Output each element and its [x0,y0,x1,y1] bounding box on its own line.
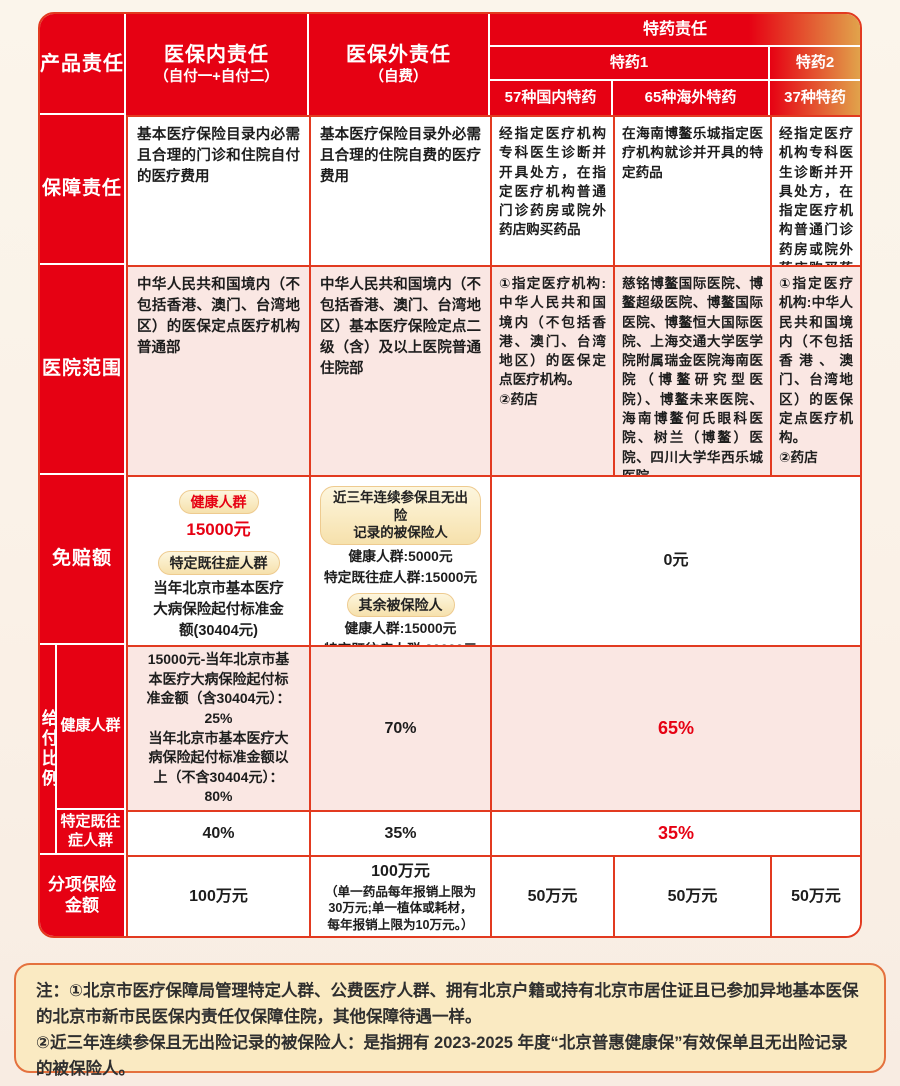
hospital-drug1a-cell: ①指定医疗机构:中华人民共和国境内（不包括香港、澳门、台湾地区）的医保定点医疗机… [490,265,613,475]
header-57-domestic-drugs-label: 57种国内特药 [504,89,597,106]
header-37-drugs: 37种特药 [770,81,860,115]
row-label-coverage-text: 保障责任 [41,177,122,199]
healthy-group-badge: 健康人群 [178,490,259,515]
row-label-sub-insured-amount: 分项保险金额 [40,855,126,936]
row-label-hospital-scope: 医院范围 [40,265,126,475]
coverage-drug1a-cell: 经指定医疗机构专科医生诊断并开具处方，在指定医疗机构普通门诊药房或院外药店购买药… [490,115,613,265]
payout-healthy-special-drug-cell: 65% [490,645,860,810]
deductible-healthy-value: 15000元 [186,520,251,540]
coverage-drug1b-cell: 在海南博鳌乐城指定医疗机构就诊并开具的特定药品 [613,115,770,265]
header-outside-medicare: 医保外责任 （自费） [309,14,490,115]
row-label-sub-insured-amount-text: 分项保险金额 [48,875,116,915]
header-special-drug-liability-label: 特药责任 [642,20,707,38]
coverage-outside-medicare-cell: 基本医疗保险目录外必需且合理的住院自费的医疗费用 [309,115,490,265]
coverage-drug2-cell: 经指定医疗机构专科医生诊断并开具处方，在指定医疗机构普通门诊药房或院外药店购买药… [770,115,860,265]
sub-label-preexisting-group: 特定既往 症人群 [57,810,126,855]
payout-preexisting-outside-cell: 35% [309,810,490,855]
header-65-overseas-drugs-label: 65种海外特药 [644,89,737,106]
header-inside-medicare: 医保内责任 （自付一+自付二） [126,14,309,115]
header-special-drug-2-label: 特药2 [795,54,835,71]
row-label-coverage: 保障责任 [40,115,126,265]
deductible-line4: 特定既往症人群:20000元 [324,641,477,645]
header-special-drug-2: 特药2 [770,47,860,81]
amount-drug1b-cell: 50万元 [613,855,770,936]
row-label-deductible: 免赔额 [40,475,126,645]
amount-outside-main: 100万元 [371,862,430,880]
hospital-drug1b-cell: 慈铭博鳌国际医院、博鳌超级医院、博鳌国际医院、博鳌恒大国际医院、上海交通大学医学… [613,265,770,475]
preexisting-group-badge: 特定既往症人群 [157,550,280,576]
amount-outside-medicare-cell: 100万元 （单一药品每年报销上限为 30万元;单一植体或耗材， 每年报销上限为… [309,855,490,936]
header-product-liability-label: 产品责任 [40,52,124,75]
row-label-payout-ratio-text: 给付比例 [40,709,57,789]
deductible-preexisting-text: 当年北京市基本医疗 大病保险起付标准金 额(30404元) [153,581,284,640]
header-outside-medicare-title: 医保外责任 [346,43,451,66]
row-label-deductible-text: 免赔额 [51,547,112,569]
amount-drug1a-cell: 50万元 [490,855,613,936]
header-special-drug-liability: 特药责任 [490,14,860,47]
amount-drug2-cell: 50万元 [770,855,860,936]
header-inside-medicare-title: 医保内责任 [164,43,269,66]
sub-label-healthy-group-text: 健康人群 [60,717,121,735]
header-special-drug-1: 特药1 [490,47,770,81]
sub-label-healthy-group: 健康人群 [57,645,126,810]
header-outside-medicare-sub: （自费） [369,68,428,85]
coverage-inside-medicare-cell: 基本医疗保险目录内必需且合理的门诊和住院自付的医疗费用 [126,115,309,265]
benefit-table: 产品责任 医保内责任 （自付一+自付二） 医保外责任 （自费） 特药责任 特药1… [38,12,862,938]
payout-healthy-outside-cell: 70% [309,645,490,810]
footnote-box: 注：①北京市医疗保障局管理特定人群、公费医疗人群、拥有北京户籍或持有北京市居住证… [14,963,886,1078]
footnote-line-1: 注：①北京市医疗保障局管理特定人群、公费医疗人群、拥有北京户籍或持有北京市居住证… [36,982,859,1027]
row-label-hospital-scope-text: 医院范围 [41,357,122,379]
sub-label-preexisting-group-text: 特定既往 症人群 [60,812,121,849]
deductible-line3: 健康人群:15000元 [344,621,457,637]
other-insured-badge: 其余被保险人 [346,593,455,618]
deductible-inside-medicare-cell: 健康人群 15000元 特定既往症人群 当年北京市基本医疗 大病保险起付标准金 … [126,475,309,645]
header-product-liability: 产品责任 [40,14,126,115]
row-label-payout-ratio: 给付比例 [40,645,57,855]
payout-healthy-inside-cell: 15000元-当年北京市基 本医疗大病保险起付标 准金额（含30404元）： 2… [126,645,309,810]
hospital-drug2-cell: ①指定医疗机构:中华人民共和国境内（不包括香港、澳门、台湾地区）的医保定点医疗机… [770,265,860,475]
footnote-line-2: ②近三年连续参保且无出险记录的被保险人：是指拥有 2023-2025 年度“北京… [36,1034,848,1079]
payout-preexisting-inside-cell: 40% [126,810,309,855]
deductible-line2: 特定既往症人群:15000元 [323,569,478,585]
header-special-drug-1-label: 特药1 [609,54,649,71]
header-65-overseas-drugs: 65种海外特药 [613,81,770,115]
amount-outside-sub: （单一药品每年报销上限为 30万元;单一植体或耗材， 每年报销上限为10万元。） [324,885,477,932]
deductible-outside-medicare-cell: 近三年连续参保且无出险 记录的被保险人 健康人群:5000元 特定既往症人群:1… [309,475,490,645]
header-37-drugs-label: 37种特药 [784,89,846,106]
hospital-outside-medicare-cell: 中华人民共和国境内（不包括香港、澳门、台湾地区）基本医疗保险定点二级（含）及以上… [309,265,490,475]
deductible-line1: 健康人群:5000元 [348,548,453,564]
deductible-special-drug-cell: 0元 [490,475,860,645]
amount-inside-medicare-cell: 100万元 [126,855,309,936]
header-inside-medicare-sub: （自付一+自付二） [154,68,279,85]
payout-preexisting-special-drug-cell: 35% [490,810,860,855]
header-57-domestic-drugs: 57种国内特药 [490,81,613,115]
continuous-insured-badge: 近三年连续参保且无出险 记录的被保险人 [320,486,481,545]
hospital-inside-medicare-cell: 中华人民共和国境内（不包括香港、澳门、台湾地区）的医保定点医疗机构普通部 [126,265,309,475]
